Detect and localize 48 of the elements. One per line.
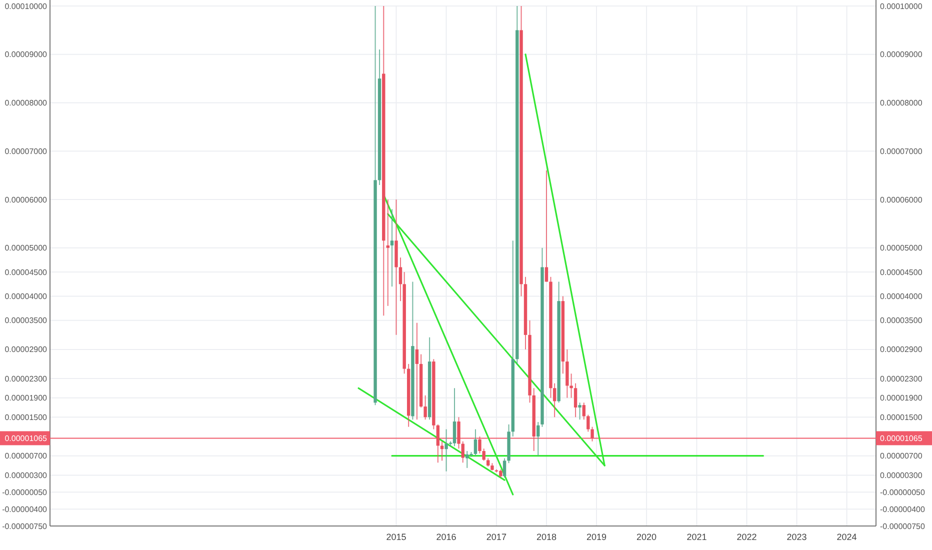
y2-tick-label: 0.00003500 [880,316,923,326]
y-tick-label: 0.00004000 [4,292,48,302]
ref-line-label: 0.00001065 [4,434,48,444]
y2-tick-label: 0.00004000 [880,292,923,302]
y-tick-label: 0.00002300 [4,374,48,384]
x-tick-label: 2021 [686,532,707,542]
y-tick-label: 0.00006000 [4,195,48,204]
y2-tick-label: 0.00001500 [880,412,923,422]
y2-tick-label: 0.00002900 [880,345,923,354]
x-tick-label: 2020 [636,532,657,542]
y-tick-label: 0.00000700 [4,452,48,461]
y-tick-label: 0.00008000 [4,98,48,108]
y-tick-label: 0.00007000 [4,146,48,156]
y2-tick-label: 0.00005000 [880,244,923,253]
y-tick-label: 0.00001500 [4,412,48,422]
y-tick-label: -0.00000400 [2,504,48,514]
y-tick-label: 0.00010000 [4,2,48,11]
x-tick-label: 2016 [436,532,456,542]
y2-tick-label: -0.00000050 [880,488,926,497]
y2-tick-label: 0.00008000 [880,98,923,108]
text: 0.00001065 [880,434,922,444]
y-tick-label: 0.00005000 [4,244,48,253]
y2-tick-label: 0.00000300 [880,471,923,480]
y-tick-label: 0.00003500 [4,316,48,326]
x-tick-label: 2017 [486,532,506,542]
y2-tick-label: 0.00009000 [880,50,923,60]
y2-tick-label: -0.00000750 [880,522,926,531]
y2-tick-label: 0.00010000 [880,2,923,11]
y-tick-label: 0.00001900 [4,394,48,403]
y-tick-label: -0.00000750 [2,522,48,531]
y2-tick-label: 0.00000700 [880,452,923,461]
y-tick-label: -0.00000050 [2,488,48,497]
y2-tick-label: -0.00000400 [880,504,926,514]
x-tick-label: 2024 [836,532,857,542]
y-tick-label: 0.00002900 [4,345,48,354]
y2-tick-label: 0.00002300 [880,374,923,384]
y2-tick-label: 0.00004500 [880,268,923,277]
y2-tick-label: 0.00001900 [880,394,923,403]
x-tick-label: 2019 [586,532,607,542]
y2-tick-label: 0.00007000 [880,146,923,156]
y-tick-label: 0.00009000 [4,50,48,60]
x-tick-label: 2022 [736,532,757,542]
x-tick-label: 2018 [536,532,556,542]
y-tick-label: 0.00004500 [4,268,48,277]
x-tick-label: 2015 [386,532,406,542]
y2-tick-label: 0.00006000 [880,195,923,204]
x-tick-label: 2023 [786,532,807,542]
y-tick-label: 0.00000300 [4,471,48,480]
